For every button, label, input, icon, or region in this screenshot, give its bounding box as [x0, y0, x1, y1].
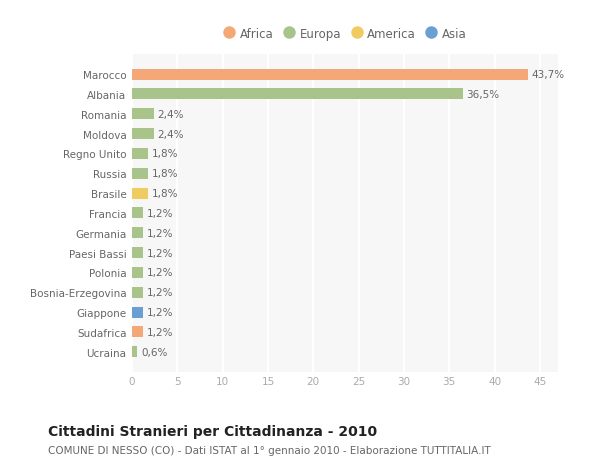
Bar	[132, 208, 143, 219]
Bar	[132, 69, 528, 80]
Bar	[132, 287, 143, 298]
Text: 1,2%: 1,2%	[146, 248, 173, 258]
Text: 1,8%: 1,8%	[152, 189, 178, 199]
Bar	[132, 327, 143, 338]
Text: COMUNE DI NESSO (CO) - Dati ISTAT al 1° gennaio 2010 - Elaborazione TUTTITALIA.I: COMUNE DI NESSO (CO) - Dati ISTAT al 1° …	[48, 445, 491, 455]
Text: 36,5%: 36,5%	[466, 90, 500, 100]
Bar	[132, 129, 154, 140]
Legend: Africa, Europa, America, Asia: Africa, Europa, America, Asia	[218, 23, 472, 45]
Bar	[132, 347, 137, 358]
Bar	[132, 307, 143, 318]
Text: 2,4%: 2,4%	[157, 110, 184, 119]
Text: 1,2%: 1,2%	[146, 208, 173, 218]
Bar	[132, 149, 148, 160]
Text: 1,2%: 1,2%	[146, 308, 173, 317]
Text: Cittadini Stranieri per Cittadinanza - 2010: Cittadini Stranieri per Cittadinanza - 2…	[48, 425, 377, 438]
Text: 1,2%: 1,2%	[146, 268, 173, 278]
Text: 1,8%: 1,8%	[152, 169, 178, 179]
Text: 1,2%: 1,2%	[146, 288, 173, 297]
Bar	[132, 168, 148, 179]
Text: 1,8%: 1,8%	[152, 149, 178, 159]
Bar	[132, 267, 143, 278]
Text: 0,6%: 0,6%	[141, 347, 167, 357]
Text: 43,7%: 43,7%	[532, 70, 565, 80]
Text: 1,2%: 1,2%	[146, 228, 173, 238]
Bar	[132, 247, 143, 258]
Bar	[132, 188, 148, 199]
Text: 1,2%: 1,2%	[146, 327, 173, 337]
Bar	[132, 89, 463, 100]
Text: 2,4%: 2,4%	[157, 129, 184, 139]
Bar	[132, 109, 154, 120]
Bar	[132, 228, 143, 239]
